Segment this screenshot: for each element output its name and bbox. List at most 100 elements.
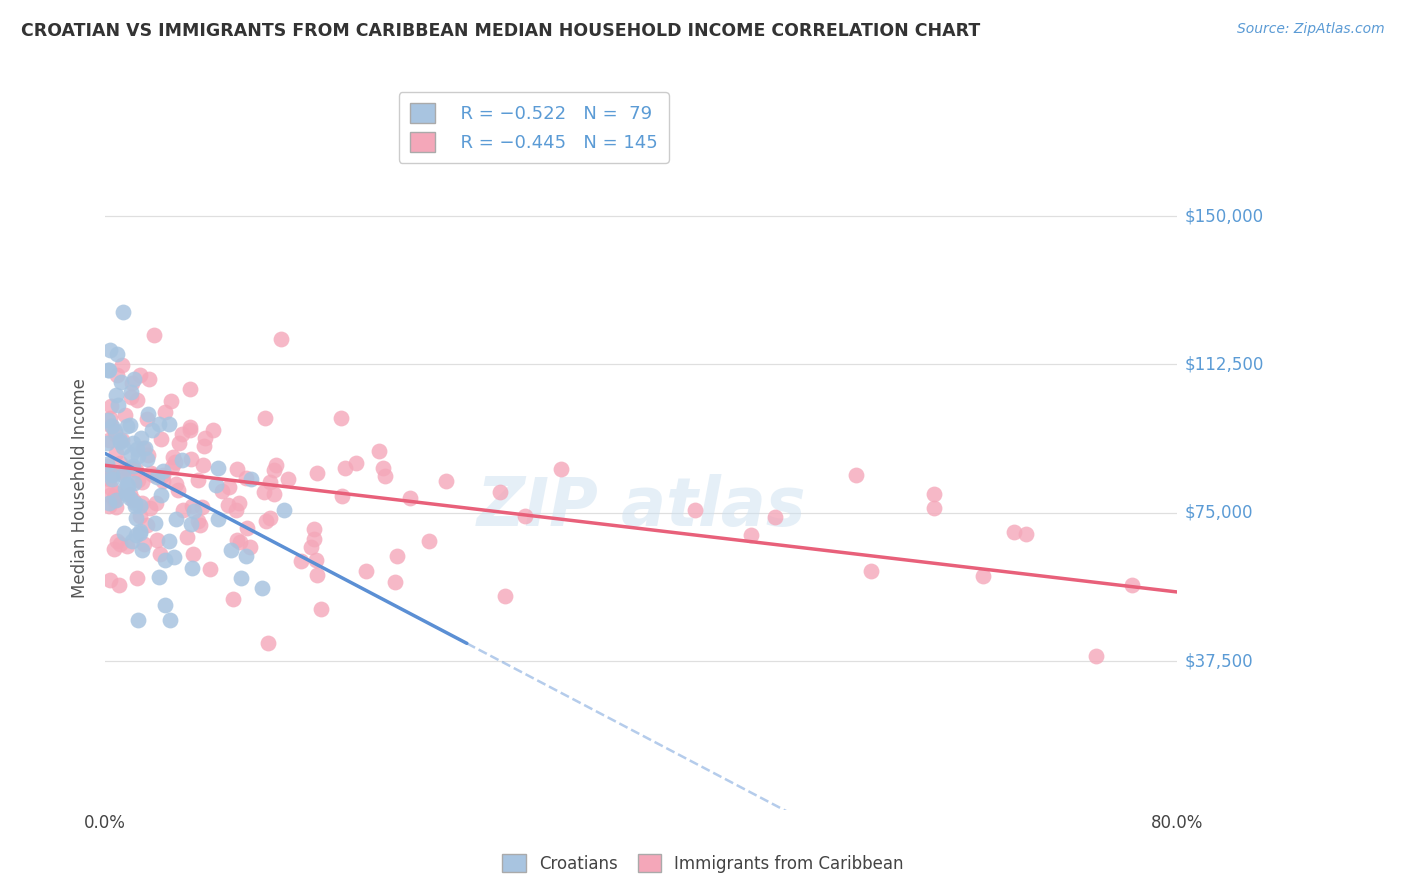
Point <box>122 436 145 450</box>
Point <box>181 499 204 513</box>
Point <box>131 441 153 455</box>
Point <box>263 463 285 477</box>
Point <box>103 425 125 439</box>
Y-axis label: Median Household Income: Median Household Income <box>72 378 89 598</box>
Point <box>763 509 786 524</box>
Point <box>385 549 408 564</box>
Point <box>111 434 134 448</box>
Point <box>205 478 228 492</box>
Point <box>142 328 165 343</box>
Point <box>157 417 180 431</box>
Point <box>136 452 159 467</box>
Point <box>97 496 120 510</box>
Point <box>98 573 121 587</box>
Point <box>207 461 229 475</box>
Point <box>860 564 883 578</box>
Point <box>176 529 198 543</box>
Point <box>127 392 149 407</box>
Point <box>299 541 322 555</box>
Point <box>155 599 177 613</box>
Point <box>131 475 153 489</box>
Point <box>111 465 134 479</box>
Point <box>128 368 150 382</box>
Point <box>131 496 153 510</box>
Text: $37,500: $37,500 <box>1185 652 1254 670</box>
Point <box>139 500 162 515</box>
Point <box>180 451 202 466</box>
Point <box>131 543 153 558</box>
Point <box>103 493 125 508</box>
Point <box>263 487 285 501</box>
Point <box>399 491 422 505</box>
Point <box>333 461 356 475</box>
Point <box>256 636 278 650</box>
Point <box>96 457 118 471</box>
Point <box>302 532 325 546</box>
Point <box>254 411 277 425</box>
Point <box>98 411 121 425</box>
Point <box>112 526 135 541</box>
Point <box>120 384 142 399</box>
Point <box>290 554 312 568</box>
Point <box>153 405 176 419</box>
Point <box>157 534 180 549</box>
Point <box>1014 526 1036 541</box>
Point <box>97 363 120 377</box>
Point <box>1121 578 1143 592</box>
Point <box>148 570 170 584</box>
Point <box>110 359 132 373</box>
Point <box>170 427 193 442</box>
Point <box>110 456 132 470</box>
Point <box>972 568 994 582</box>
Point <box>159 613 181 627</box>
Point <box>124 371 146 385</box>
Point <box>165 512 187 526</box>
Point <box>118 487 141 501</box>
Point <box>97 413 120 427</box>
Point <box>129 509 152 524</box>
Point <box>198 562 221 576</box>
Point <box>180 561 202 575</box>
Point <box>159 394 181 409</box>
Point <box>120 417 142 432</box>
Point <box>108 465 131 479</box>
Point <box>122 459 145 474</box>
Point <box>225 462 247 476</box>
Point <box>170 453 193 467</box>
Legend:   R = −0.522   N =  79,   R = −0.445   N = 145: R = −0.522 N = 79, R = −0.445 N = 145 <box>399 92 669 162</box>
Point <box>219 542 242 557</box>
Point <box>305 567 328 582</box>
Point <box>374 469 396 483</box>
Point <box>513 509 536 524</box>
Point <box>115 487 138 501</box>
Point <box>259 511 281 525</box>
Point <box>141 467 163 481</box>
Point <box>124 462 146 476</box>
Legend: Croatians, Immigrants from Caribbean: Croatians, Immigrants from Caribbean <box>495 847 911 880</box>
Point <box>187 473 209 487</box>
Point <box>1004 525 1026 540</box>
Point <box>344 456 367 470</box>
Point <box>114 486 136 500</box>
Point <box>134 441 156 455</box>
Point <box>142 467 165 482</box>
Point <box>107 398 129 412</box>
Point <box>207 512 229 526</box>
Point <box>104 500 127 514</box>
Point <box>152 464 174 478</box>
Point <box>193 439 215 453</box>
Point <box>129 499 152 513</box>
Point <box>150 487 173 501</box>
Point <box>550 462 572 476</box>
Point <box>152 474 174 488</box>
Point <box>307 467 329 481</box>
Point <box>277 472 299 486</box>
Point <box>114 408 136 422</box>
Point <box>218 480 240 494</box>
Point <box>98 434 121 448</box>
Point <box>124 527 146 541</box>
Point <box>183 504 205 518</box>
Text: ZIP atlas: ZIP atlas <box>477 475 806 541</box>
Point <box>104 446 127 460</box>
Point <box>229 535 252 549</box>
